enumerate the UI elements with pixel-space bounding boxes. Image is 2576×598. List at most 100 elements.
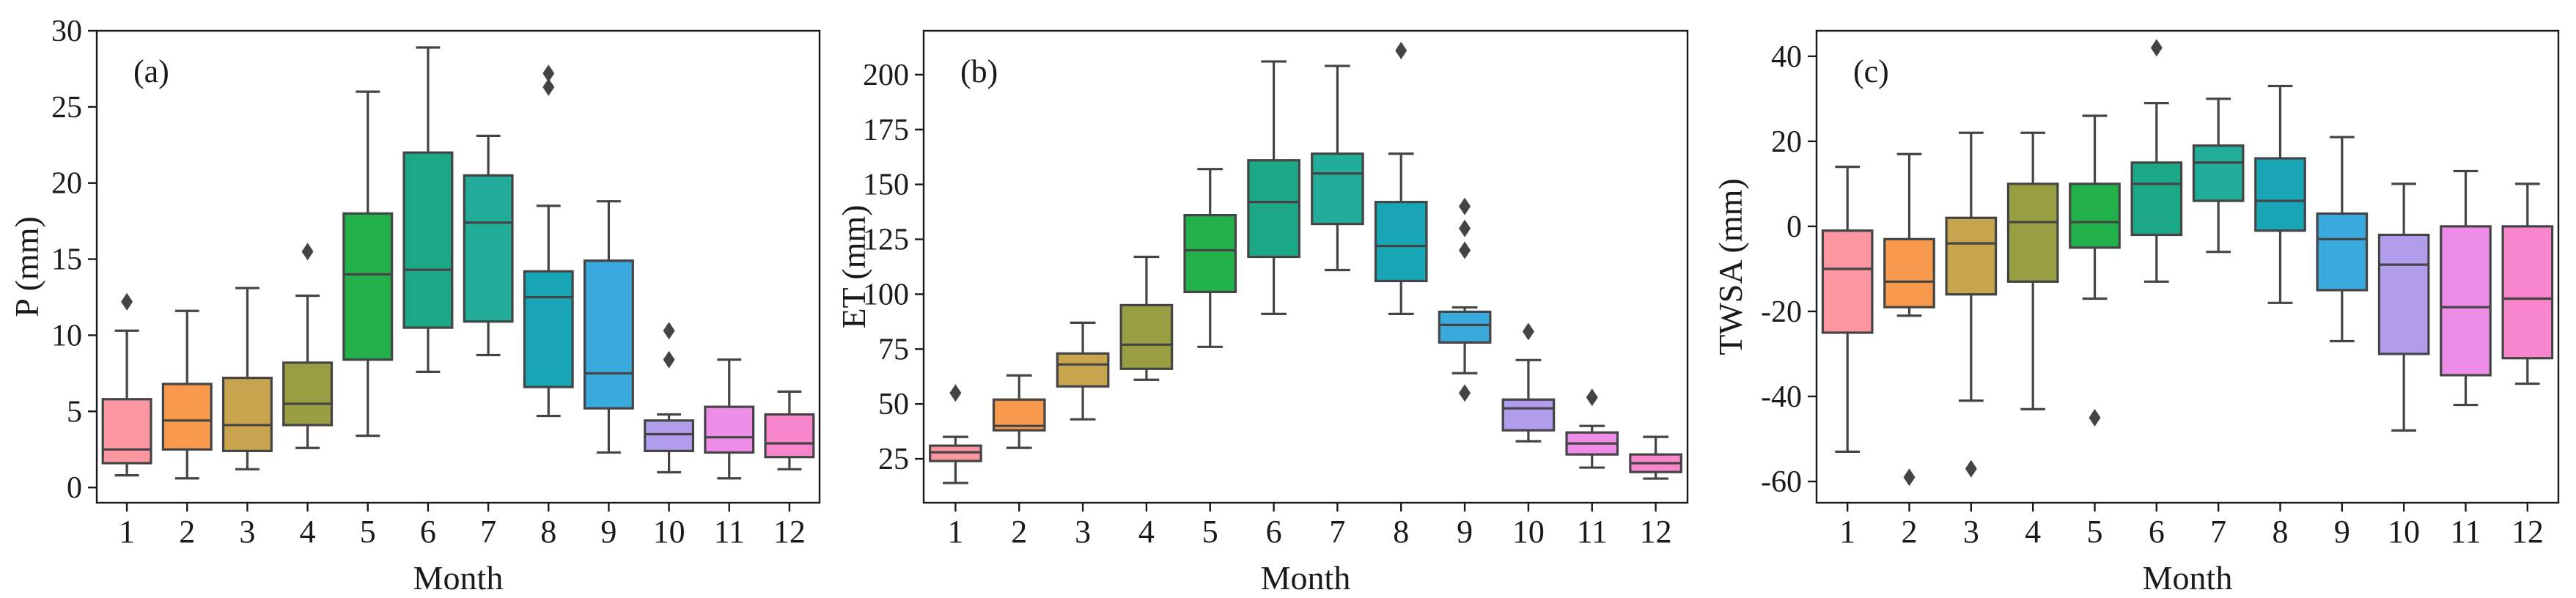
iqr-box bbox=[1374, 201, 1428, 283]
iqr-box bbox=[583, 259, 634, 410]
outlier-point bbox=[1395, 41, 1407, 59]
x-tick-label: 5 bbox=[360, 514, 376, 550]
box-12 bbox=[2501, 182, 2554, 385]
x-tick-label: 4 bbox=[2025, 514, 2041, 550]
x-tick-label: 5 bbox=[2087, 514, 2103, 550]
box-3 bbox=[1056, 321, 1110, 421]
iqr-box bbox=[2130, 161, 2183, 237]
box-9 bbox=[1438, 197, 1492, 402]
box-5 bbox=[1183, 168, 1237, 348]
x-tick-label: 9 bbox=[1457, 514, 1473, 550]
iqr-box bbox=[2440, 225, 2492, 377]
y-axis-label: TWSA (mm) bbox=[1712, 178, 1749, 355]
x-tick-label: 1 bbox=[119, 514, 135, 550]
panel-label: (b) bbox=[960, 53, 998, 89]
box-10 bbox=[1501, 322, 1556, 443]
iqr-box bbox=[1311, 152, 1364, 226]
box-11 bbox=[704, 358, 755, 480]
y-tick-label: 40 bbox=[1771, 40, 1802, 74]
x-tick-label: 12 bbox=[773, 514, 806, 550]
iqr-box bbox=[1119, 303, 1174, 370]
y-tick-label: 20 bbox=[1771, 125, 1802, 159]
box-1 bbox=[101, 292, 152, 477]
box-6 bbox=[2130, 39, 2183, 283]
box-7 bbox=[2192, 97, 2245, 254]
x-tick-label: 9 bbox=[2334, 514, 2350, 550]
box-3 bbox=[1945, 131, 1998, 478]
box-1 bbox=[929, 384, 982, 484]
x-tick-label: 1 bbox=[947, 514, 963, 550]
x-tick-label: 12 bbox=[2511, 514, 2544, 550]
outlier-point bbox=[1459, 219, 1471, 237]
y-tick-label: 150 bbox=[863, 169, 909, 202]
y-tick-label: 25 bbox=[51, 91, 82, 125]
box-10 bbox=[2377, 182, 2430, 432]
iqr-box bbox=[2316, 212, 2369, 292]
y-axis-label: P (mm) bbox=[8, 216, 45, 317]
outlier-point bbox=[1459, 241, 1471, 259]
box-4 bbox=[1119, 255, 1174, 381]
x-tick-label: 8 bbox=[540, 514, 556, 550]
panel-b: 1 2 3 4 5 6 7 8 9 10 11 12255075100125150175200Mont… bbox=[835, 29, 1689, 597]
outlier-point bbox=[1965, 459, 1977, 478]
box-2 bbox=[992, 374, 1046, 449]
y-tick-label: -60 bbox=[1761, 465, 1802, 499]
box-6 bbox=[1247, 60, 1300, 315]
outlier-point bbox=[2150, 39, 2163, 57]
iqr-box bbox=[1821, 229, 1874, 334]
box-8 bbox=[2254, 84, 2306, 304]
x-tick-label: 3 bbox=[1963, 514, 1979, 550]
x-tick-label: 7 bbox=[2210, 514, 2226, 550]
y-tick-label: 75 bbox=[878, 333, 909, 366]
x-tick-label: 8 bbox=[1393, 514, 1409, 550]
x-tick-label: 4 bbox=[1138, 514, 1155, 550]
box-11 bbox=[1565, 388, 1619, 469]
iqr-box bbox=[1438, 310, 1492, 344]
box-5 bbox=[2069, 114, 2121, 427]
iqr-box bbox=[1883, 237, 1935, 309]
box-7 bbox=[463, 134, 514, 357]
iqr-box bbox=[1945, 216, 1998, 296]
x-tick-label: 7 bbox=[1329, 514, 1345, 550]
x-tick-label: 3 bbox=[239, 514, 255, 550]
x-tick-label: 1 bbox=[1839, 514, 1855, 550]
outlier-point bbox=[1459, 197, 1471, 215]
iqr-box bbox=[1501, 398, 1556, 432]
iqr-box bbox=[1247, 159, 1300, 259]
outlier-point bbox=[1586, 388, 1598, 407]
box-12 bbox=[764, 390, 815, 470]
iqr-box bbox=[2069, 182, 2121, 249]
x-tick-label: 6 bbox=[1266, 514, 1282, 550]
y-tick-label: -40 bbox=[1761, 380, 1802, 414]
iqr-box bbox=[1183, 214, 1237, 294]
x-tick-label: 8 bbox=[2273, 514, 2289, 550]
y-tick-label: 125 bbox=[863, 224, 909, 257]
box-8 bbox=[1374, 41, 1428, 315]
iqr-box bbox=[2501, 225, 2554, 360]
iqr-box bbox=[221, 377, 273, 452]
iqr-box bbox=[282, 361, 334, 427]
x-axis-label: Month bbox=[1261, 559, 1351, 597]
panel-label: (c) bbox=[1853, 53, 1889, 89]
y-tick-label: 0 bbox=[67, 471, 82, 505]
y-tick-label: 20 bbox=[51, 167, 82, 201]
x-tick-label: 2 bbox=[1011, 514, 1027, 550]
iqr-box bbox=[2254, 157, 2306, 232]
plot-frame bbox=[95, 29, 821, 504]
x-tick-label: 3 bbox=[1075, 514, 1091, 550]
plot-frame bbox=[1815, 29, 2560, 504]
box-4 bbox=[282, 243, 334, 449]
x-tick-label: 9 bbox=[600, 514, 617, 550]
outlier-point bbox=[2089, 408, 2101, 427]
box-11 bbox=[2440, 169, 2492, 407]
box-10 bbox=[644, 322, 695, 474]
outlier-point bbox=[542, 78, 555, 96]
outlier-point bbox=[949, 384, 962, 402]
outlier-point bbox=[121, 292, 133, 311]
y-tick-label: 0 bbox=[1786, 210, 1802, 244]
box-2 bbox=[161, 309, 213, 480]
y-tick-label: 200 bbox=[863, 59, 909, 92]
y-tick-label: 15 bbox=[51, 243, 82, 277]
box-9 bbox=[2316, 136, 2369, 343]
